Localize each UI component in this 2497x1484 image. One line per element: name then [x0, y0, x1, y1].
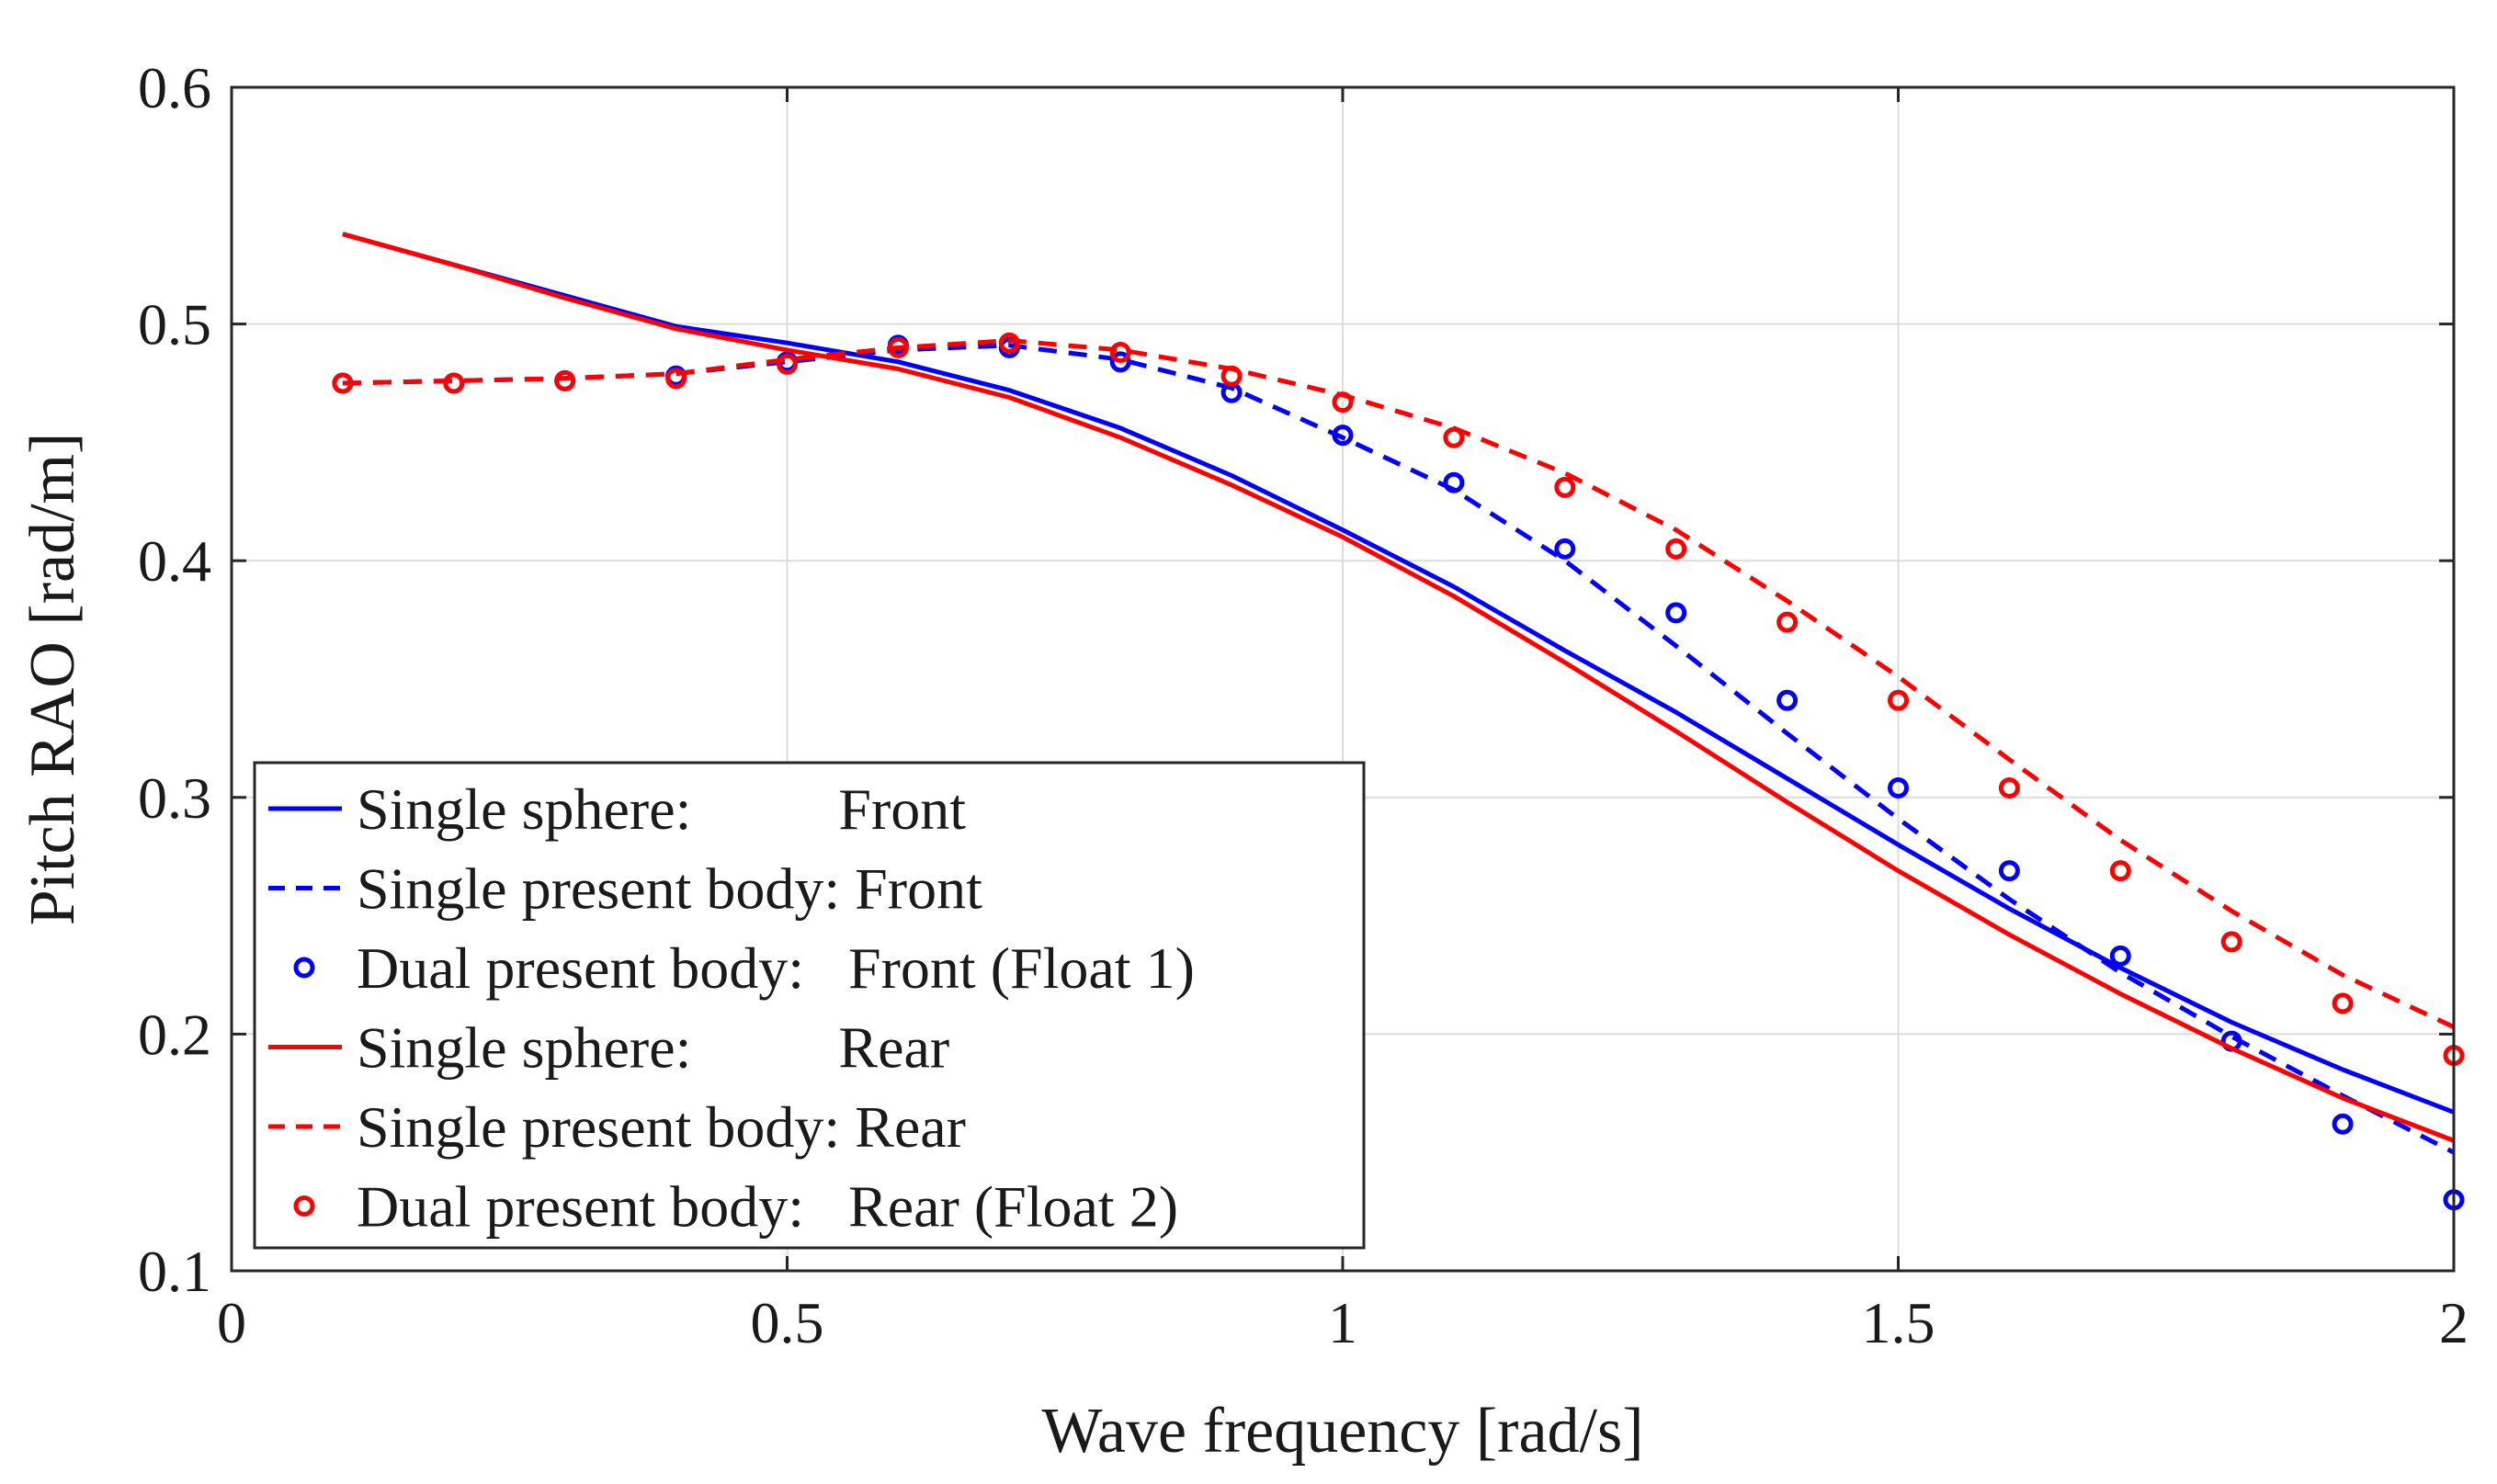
data-point — [1998, 776, 2020, 799]
data-point — [1888, 689, 1909, 711]
plot-series — [332, 232, 2465, 1211]
legend-marker — [293, 1195, 315, 1217]
legend-label: Single present body: Front — [357, 856, 982, 922]
legend-entry: Dual present body: Front (Float 1) — [293, 935, 1195, 1001]
legend-entry: Single sphere: Rear — [268, 1015, 949, 1081]
data-point — [1443, 471, 1465, 493]
legend-label: Single sphere: Front — [357, 776, 966, 842]
data-point — [1665, 602, 1687, 624]
data-point — [2332, 992, 2354, 1014]
x-tick-label: 1.5 — [1862, 1290, 1935, 1355]
series-2-line — [342, 343, 2456, 1155]
data-point — [1109, 351, 1131, 373]
data-point — [1776, 689, 1799, 711]
data-point — [665, 368, 687, 390]
legend-label: Dual present body: Rear (Float 2) — [357, 1174, 1178, 1240]
y-tick-label: 0.5 — [138, 292, 211, 357]
series-1-line — [342, 232, 2455, 1115]
data-point — [1554, 476, 1576, 498]
data-point — [1443, 426, 1465, 448]
legend-entry: Single present body: Front — [268, 856, 982, 922]
legend-label: Single present body: Rear — [357, 1094, 966, 1160]
data-point — [1776, 611, 1799, 633]
data-point — [554, 369, 576, 391]
legend: Single sphere: Front Single present body:… — [253, 761, 1366, 1250]
legend-entry: Single present body: Rear — [268, 1094, 966, 1160]
y-tick-label: 0.1 — [138, 1239, 211, 1304]
data-point — [1332, 391, 1354, 413]
legend-label: Dual present body: Front (Float 1) — [357, 935, 1195, 1001]
y-axis-label: Pitch RAO [rad/m] — [17, 433, 88, 926]
axes-ticks: 0 0.5 1 1.5 2 0.1 0.2 0.3 0.4 0.5 0.6 — [138, 55, 2469, 1355]
legend-box — [253, 761, 1366, 1250]
data-point — [887, 336, 909, 358]
series-5-line — [342, 338, 2456, 1029]
y-tick-label: 0.4 — [138, 528, 211, 594]
data-point — [2109, 945, 2131, 967]
data-point — [1109, 342, 1131, 364]
legend-marker — [293, 957, 315, 979]
x-tick-label: 1 — [1328, 1290, 1357, 1355]
data-point — [332, 372, 354, 394]
data-point — [2220, 931, 2242, 953]
legend-entry: Single sphere: Front — [268, 776, 966, 842]
data-point — [1665, 538, 1687, 560]
y-tick-label: 0.2 — [138, 1002, 211, 1067]
series-4-line — [342, 232, 2455, 1143]
data-point — [1332, 425, 1354, 447]
legend-entry: Dual present body: Rear (Float 2) — [293, 1174, 1178, 1240]
data-point — [1888, 776, 1909, 799]
data-point — [443, 372, 465, 394]
x-tick-label: 2 — [2439, 1290, 2469, 1355]
y-tick-label: 0.3 — [138, 765, 211, 831]
legend-label: Single sphere: Rear — [357, 1015, 949, 1081]
data-point — [998, 332, 1020, 354]
data-point — [1998, 860, 2020, 882]
x-axis-label: Wave frequency [rad/s] — [1041, 1396, 1643, 1467]
x-tick-label: 0 — [217, 1290, 246, 1355]
y-tick-label: 0.6 — [138, 55, 211, 120]
data-point — [777, 353, 798, 375]
data-point — [1220, 365, 1243, 387]
data-point — [1554, 538, 1576, 560]
data-point — [2332, 1113, 2354, 1135]
data-point — [2109, 860, 2131, 882]
series-6-markers — [332, 332, 2465, 1067]
x-tick-label: 0.5 — [751, 1290, 824, 1355]
